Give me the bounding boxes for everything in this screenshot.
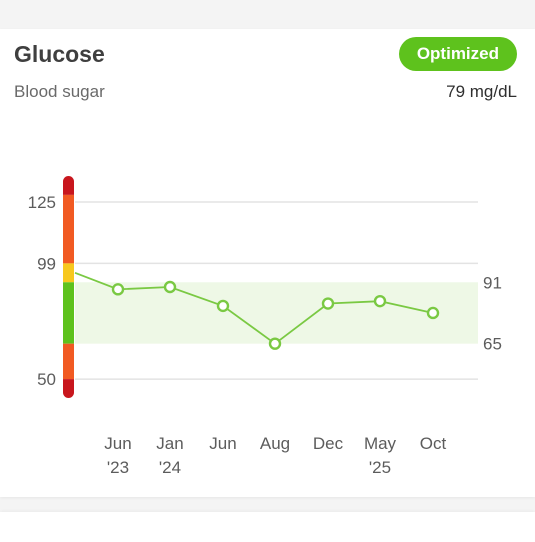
- data-point: [163, 280, 177, 294]
- optimal-range-band: [75, 282, 478, 344]
- left-tick-label: 99: [37, 254, 56, 273]
- range-segment-2: [63, 263, 74, 283]
- range-segment-4: [63, 343, 74, 380]
- data-point: [321, 297, 335, 310]
- x-tick-label: Aug: [260, 434, 290, 453]
- biomarker-subtitle: Blood sugar: [14, 82, 105, 101]
- x-tick-label: Oct: [420, 434, 447, 453]
- left-tick-label: 50: [37, 370, 56, 389]
- left-tick-label: 125: [28, 193, 56, 212]
- data-point: [373, 294, 387, 308]
- biomarker-title: Glucose: [14, 41, 105, 67]
- data-point: [268, 337, 282, 350]
- range-segment-3: [63, 282, 74, 344]
- x-tick-label: '25: [369, 458, 391, 477]
- status-badge: Optimized: [398, 37, 517, 71]
- current-value: 79 mg/dL: [446, 82, 517, 101]
- x-tick-label: Jun: [209, 434, 236, 453]
- glucose-series-line: [74, 271, 434, 345]
- range-segment-1: [63, 194, 74, 264]
- x-tick-label: Dec: [313, 434, 344, 453]
- x-tick-label: Jan: [156, 434, 183, 453]
- data-point: [216, 299, 230, 313]
- right-tick-label: 91: [483, 273, 502, 292]
- x-tick-label: May: [364, 434, 397, 453]
- right-tick-label: 65: [483, 335, 502, 354]
- data-point: [426, 306, 440, 320]
- range-segment-5: [63, 379, 74, 398]
- range-segment-0: [63, 176, 74, 195]
- x-tick-label: '23: [107, 458, 129, 477]
- x-tick-label: '24: [159, 458, 181, 477]
- x-tick-label: Jun: [104, 434, 131, 453]
- range-color-bar: [63, 176, 74, 398]
- data-point: [111, 283, 125, 296]
